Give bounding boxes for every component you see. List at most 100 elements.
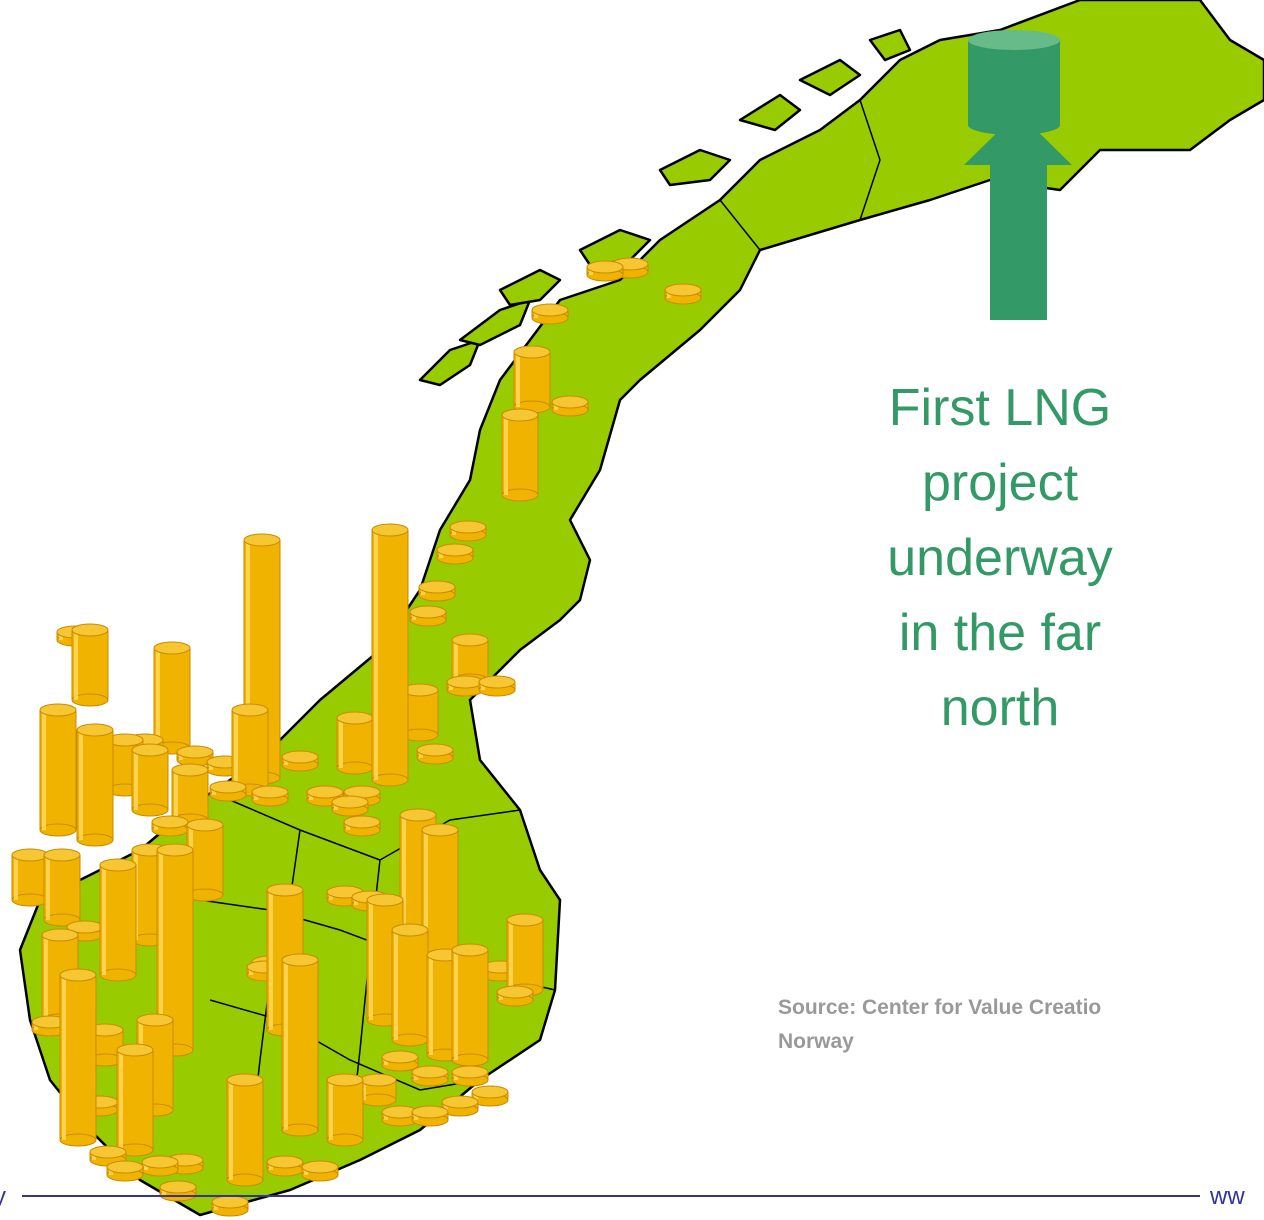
cylinder-bottom [326,1133,364,1147]
source-line: Source: Center for Value Creatio [778,996,1101,1019]
cylinder-top [39,703,77,717]
cylinder-shade [134,750,138,810]
cylinder-bottom [226,1173,264,1187]
cylinder-shade [234,710,238,790]
footer-right: ww [1209,1183,1245,1210]
cylinder-top [43,848,81,862]
lng-cylinder-top [968,30,1060,50]
cylinder-top [41,928,79,942]
cylinder-top [391,923,429,937]
norway-map [18,0,1264,1217]
cylinder-top [211,1195,249,1209]
cylinder-top [478,675,516,689]
cylinder-top [411,1105,449,1119]
island [458,298,532,347]
cylinder-shade [62,975,66,1140]
cylinder-top [366,893,404,907]
cylinder-top [326,1073,364,1087]
cylinder-shade [229,1080,233,1180]
cylinder-shade [46,855,50,920]
cylinder-top [136,1013,174,1027]
cylinder-shade [44,935,48,1020]
cylinder-top [586,260,624,274]
cylinder-shade [79,730,83,840]
cylinder-bottom [99,968,137,982]
cylinder-shade [339,718,343,768]
cylinder-shade [14,855,18,900]
cylinder-shade [429,955,433,1055]
cylinder-shade [329,1080,333,1140]
cylinder-top [436,543,474,557]
annotation-line: project [922,454,1079,512]
cylinder-top [76,723,114,737]
cylinder-shade [159,850,163,1050]
cylinder-top [451,943,489,957]
cylinder-top [226,1073,264,1087]
cylinder-bottom [59,1133,97,1147]
cylinder-top [411,1065,449,1079]
cylinder-top [89,1145,127,1159]
annotation-line: in the far [899,604,1101,662]
cylinder-top [159,1180,197,1194]
annotation-line: underway [887,529,1112,587]
cylinder-shade [454,640,458,680]
cylinder-top [451,1065,489,1079]
cylinder-shade [74,630,78,700]
cylinder-bottom [371,773,409,787]
cylinder-shade [402,815,406,985]
cylinder-top [336,711,374,725]
cylinder-shade [362,1080,366,1100]
cylinder-shade [284,960,288,1130]
cylinder-top [343,815,381,829]
cylinder-bottom [281,1123,319,1137]
cylinder-top [281,750,319,764]
cylinder-top [99,858,137,872]
island [798,58,862,97]
cylinder-top [266,883,304,897]
cylinder-top [409,605,447,619]
cylinder-top [513,345,551,359]
cylinder-top [501,408,539,422]
cylinder-top [11,848,49,862]
cylinder-shade [394,930,398,1040]
cylinder-top [106,1160,144,1174]
cylinder-top [441,1095,479,1109]
cylinder-top [116,1043,154,1057]
cylinder-top [446,675,484,689]
border [719,199,761,251]
cylinder-top [418,580,456,594]
border [859,99,881,221]
cylinder-top [59,968,97,982]
cylinder-shade [516,352,520,407]
cylinder-top [176,745,214,759]
cylinder-top [531,303,569,317]
island [418,338,482,387]
cylinder-top [209,780,247,794]
cylinder-shade [374,530,378,780]
cylinder-bottom [39,823,77,837]
cylinder-shade [424,830,428,1000]
cylinder-top [153,641,191,655]
cylinder-top [156,843,194,857]
source-line: Norway [778,1030,854,1053]
cylinder-top [266,1155,304,1169]
value-cylinders [11,257,702,1217]
lng-cylinder-body [968,40,1060,125]
island [868,28,912,62]
cylinder-top [71,623,109,637]
cylinder-top [471,1085,509,1099]
cylinder-shade [369,900,373,1020]
cylinder-shade [246,540,250,778]
cylinder-shade [102,865,106,975]
cylinder-top [421,823,459,837]
cylinder-top [281,953,319,967]
cylinder-shade [269,890,273,1030]
cylinder-bottom [501,488,539,502]
cylinder-shade [174,770,178,820]
cylinder-top [306,785,344,799]
cylinder-top [251,785,289,799]
cylinder-top [551,395,589,409]
cylinder-top [151,815,189,829]
cylinder-top [664,283,702,297]
